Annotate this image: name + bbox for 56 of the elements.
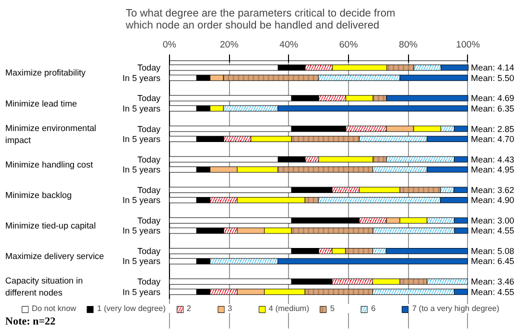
text: Mean: 4.95	[470, 164, 514, 175]
chart-title: To what degree are the parameters critical to decide from which node an order should be handled and delivered	[124, 8, 396, 32]
y-tick-label: Today	[137, 246, 162, 256]
legend-label: 4 (medium)	[268, 304, 310, 313]
y-tick-label: In 5 years	[122, 286, 162, 297]
text: Mean: 2.85	[470, 124, 514, 134]
y-tick-label: Today	[137, 184, 162, 195]
y-tick-label: Today	[137, 154, 162, 164]
text: Mean: 4.14	[470, 62, 514, 73]
legend-label: Do not know	[32, 304, 76, 313]
y-tick-label: In 5 years	[122, 256, 162, 266]
text: Mean: 4.69	[470, 93, 514, 104]
legend-label: 6	[371, 304, 377, 313]
x-tick-label: 60%	[339, 40, 358, 50]
text: Minimize tied-up capital	[5, 220, 96, 231]
x-tick-label: 20%	[220, 40, 238, 50]
y-tick-label: Today	[137, 215, 162, 226]
text: Capacity situation in different nodes	[5, 276, 83, 298]
x-tick-label: 0%	[162, 40, 176, 50]
legend-label: 1 (very low degree)	[97, 304, 166, 313]
text: Mean: 6.45	[470, 256, 514, 266]
x-tick-label: 80%	[398, 40, 418, 50]
text: Maximize delivery service	[5, 251, 104, 262]
x-tick-label: 100%	[456, 40, 480, 50]
y-tick-label: Today	[137, 93, 162, 104]
text: Mean: 5.50	[470, 72, 514, 83]
text: Note: n=22	[5, 316, 56, 328]
text: Mean: 4.43	[470, 154, 514, 164]
text: Mean: 4.70	[470, 134, 514, 144]
y-tick-label: Today	[137, 124, 162, 134]
y-tick-label: In 5 years	[122, 103, 162, 114]
text: Mean: 3.46	[470, 276, 514, 287]
y-tick-label: In 5 years	[122, 226, 162, 236]
legend-label: 7 (to a very high degree)	[412, 304, 500, 313]
text: Mean: 3.00	[470, 215, 514, 226]
legend-label: 3	[228, 304, 234, 313]
text: Minimize lead time	[5, 98, 78, 108]
text: Minimize handling cost	[5, 159, 94, 170]
text: Minimize backlog	[5, 190, 72, 200]
text: Mean: 6.35	[470, 103, 514, 114]
text: Minimize environmental impact	[5, 122, 96, 145]
x-tick-label: 40%	[280, 40, 298, 50]
text: Maximize profitability	[5, 68, 86, 78]
legend-label: 2	[186, 304, 192, 313]
y-tick-label: In 5 years	[122, 72, 162, 83]
text: Mean: 3.62	[470, 184, 514, 195]
y-tick-label: Today	[137, 62, 162, 73]
text: Mean: 5.08	[470, 246, 514, 256]
y-tick-label: Today	[137, 276, 162, 287]
y-tick-label: In 5 years	[122, 195, 162, 206]
y-tick-label: In 5 years	[122, 134, 162, 144]
legend-label: 5	[330, 304, 336, 313]
text: Mean: 4.55	[470, 226, 514, 236]
text: Mean: 4.55	[470, 286, 514, 297]
y-tick-label: In 5 years	[122, 164, 162, 175]
text: Mean: 4.90	[470, 195, 514, 206]
